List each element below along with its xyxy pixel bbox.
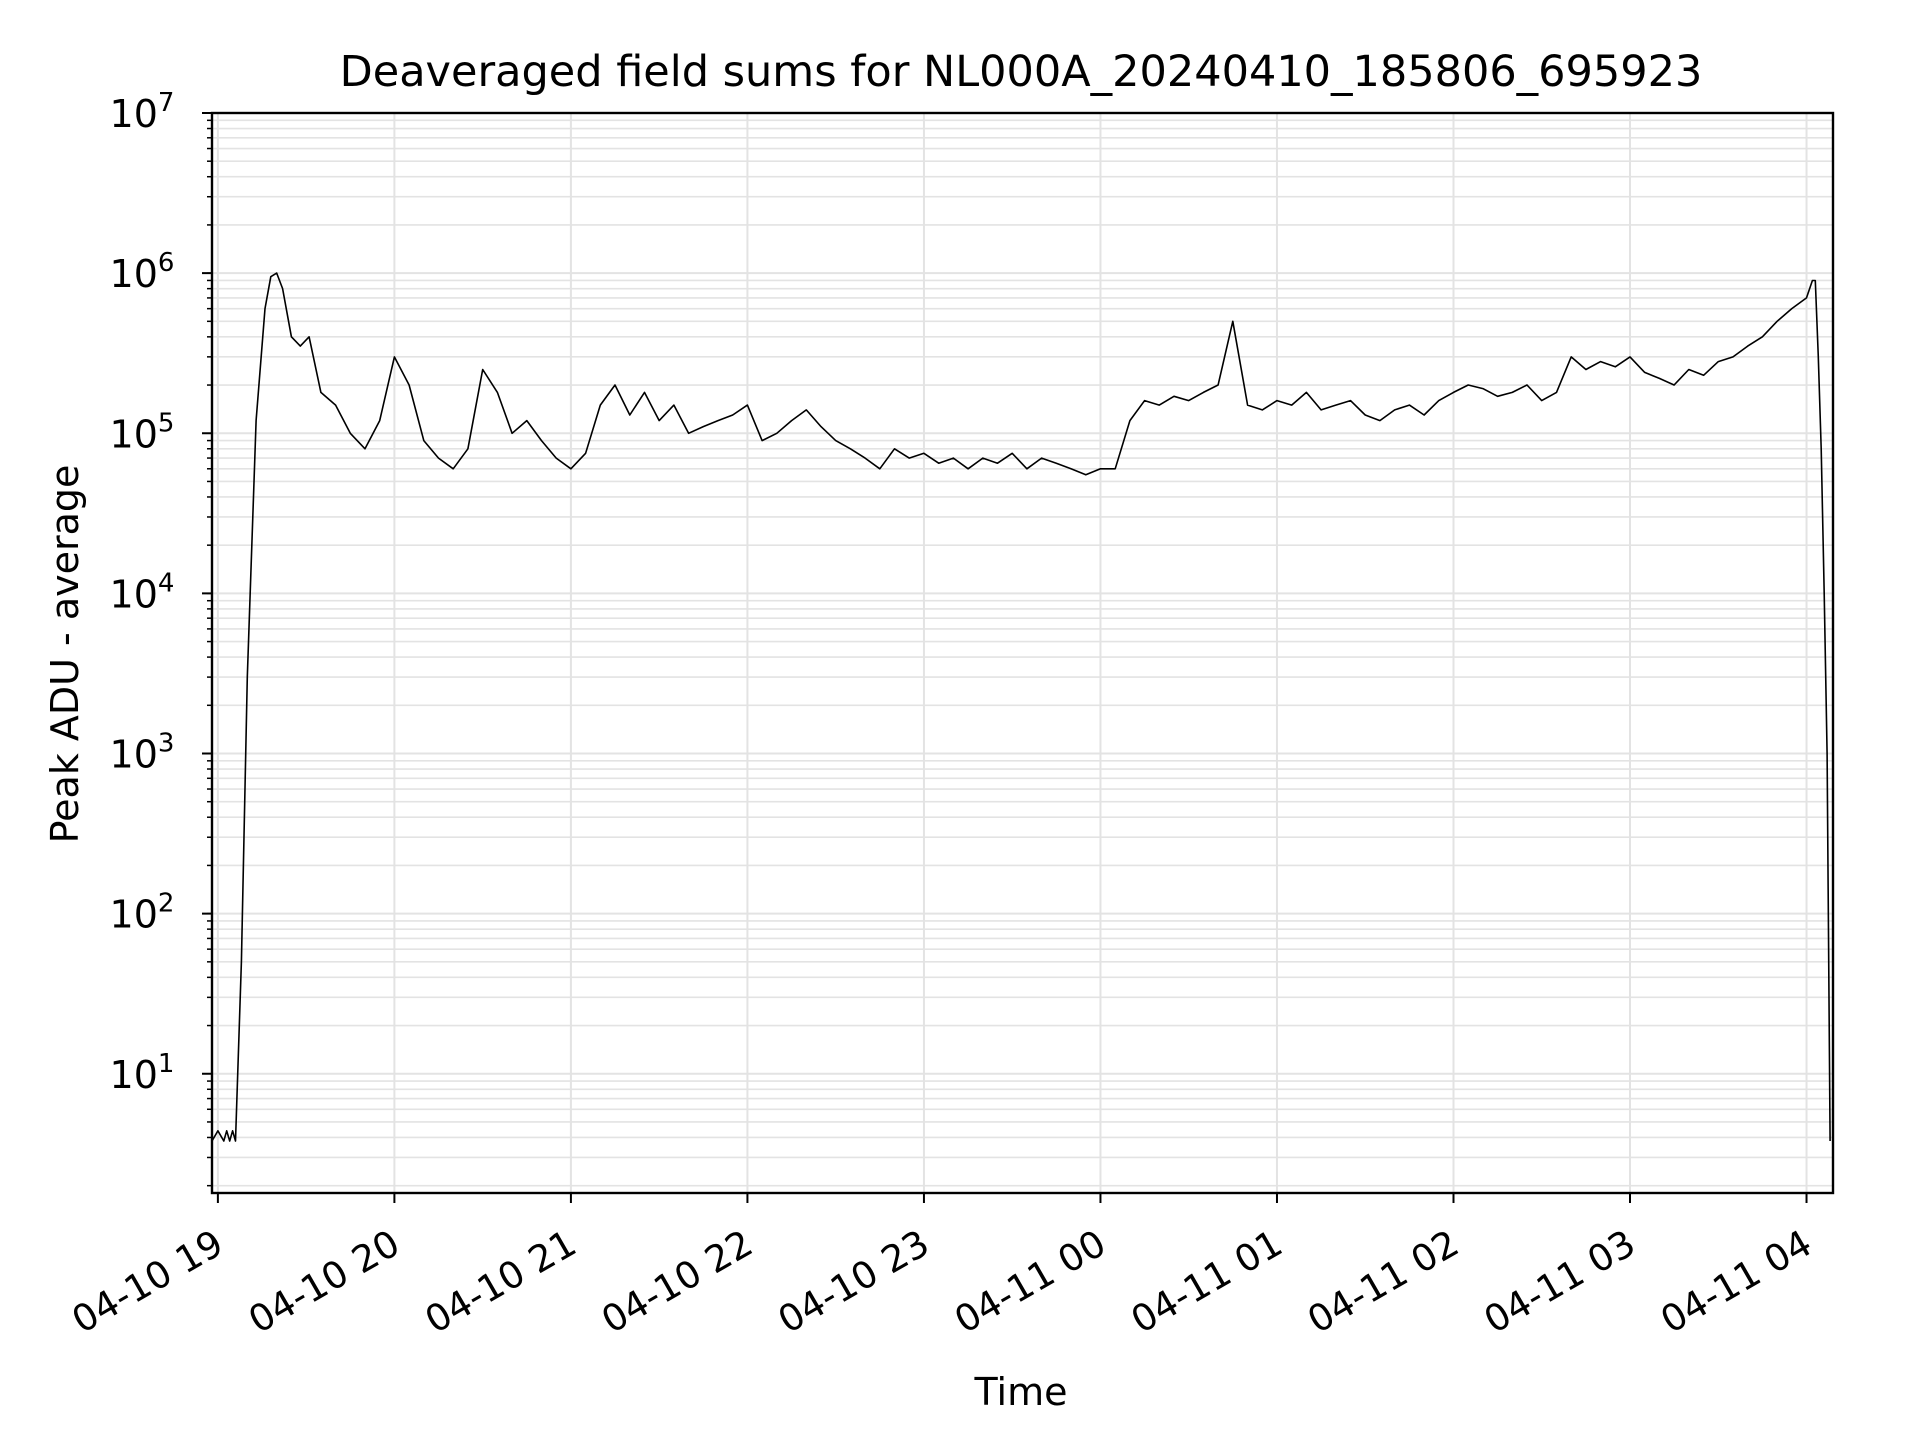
chart-labels: Deaveraged field sums for NL000A_2024041… (43, 47, 1702, 1414)
axes: 04-10 19 04-10 20 04-10 21 04-10 22 04-10 23… (65, 88, 1835, 1342)
x-tick-label: 04-11 01 (1124, 1222, 1290, 1342)
y-tick-label: 105 (110, 408, 175, 456)
x-tick-label: 04-10 19 (65, 1222, 231, 1342)
y-tick-label: 102 (110, 889, 175, 937)
x-tick-label: 04-10 22 (594, 1222, 760, 1342)
y-tick-label: 106 (110, 248, 175, 296)
y-tick-label: 104 (110, 568, 175, 616)
y-tick-label: 103 (110, 729, 175, 777)
y-axis-label: Peak ADU - average (43, 465, 87, 844)
x-axis-label: Time (974, 1370, 1068, 1414)
data-series (211, 272, 1831, 1142)
x-tick-label: 04-10 20 (241, 1222, 407, 1342)
series-line (211, 272, 1831, 1142)
x-tick-label: 04-11 04 (1653, 1222, 1819, 1342)
x-tick-label: 04-10 21 (418, 1222, 584, 1342)
x-tick-label: 04-11 02 (1300, 1222, 1466, 1342)
y-tick-label: 107 (110, 88, 175, 136)
chart-title: Deaveraged field sums for NL000A_2024041… (340, 47, 1703, 97)
x-tick-label: 04-10 23 (771, 1222, 937, 1342)
y-tick-label: 101 (110, 1049, 175, 1097)
x-tick-label: 04-11 03 (1477, 1222, 1643, 1342)
grid-lines (212, 113, 1833, 1193)
plot-frame (210, 111, 1835, 1195)
x-tick-label: 04-11 00 (947, 1222, 1113, 1342)
